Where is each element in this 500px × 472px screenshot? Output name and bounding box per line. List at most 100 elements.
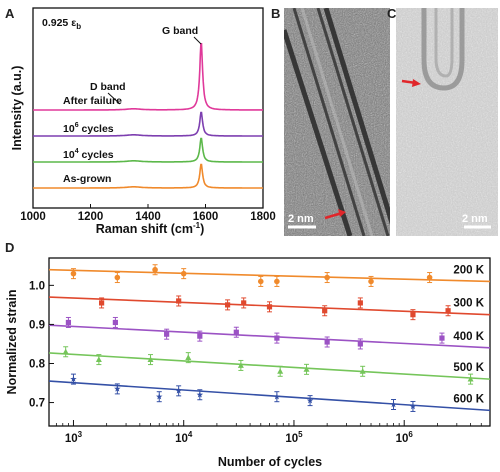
data-point <box>70 375 77 382</box>
data-point <box>224 302 231 308</box>
y-tick-label: 0.8 <box>29 358 46 370</box>
x-tick-label: 104 <box>175 430 193 445</box>
data-point <box>164 331 170 337</box>
g-band-label: G band <box>162 25 198 37</box>
panel-label-a: A <box>5 6 15 21</box>
spectrum-line-3 <box>33 163 263 189</box>
spectrum-label-1e4-exp: 4 <box>75 148 79 155</box>
spectrum-label-as-grown: As-grown <box>63 173 111 185</box>
data-point <box>467 375 474 382</box>
data-point <box>306 397 314 404</box>
panel-d-ticks: 0.7 0.8 0.9 1.0 103 104 105 106 <box>29 280 491 445</box>
temperature-label: 300 K <box>453 298 484 310</box>
panel-d-x-axis-label: Number of cycles <box>218 455 322 469</box>
panel-label-b: B <box>271 6 280 21</box>
panel-d-data <box>49 264 490 412</box>
panel-d-plot-frame <box>48 257 491 427</box>
strain-condition-subscript: b <box>76 22 81 31</box>
panel-a-x-axis-label-exp: -1 <box>193 221 201 230</box>
panel-a-x-tick-label: 1000 <box>20 211 46 223</box>
strain-condition-value: 0.925 <box>42 17 68 29</box>
data-point <box>359 368 366 374</box>
data-point <box>390 401 397 408</box>
data-point <box>176 298 182 304</box>
data-point <box>277 368 284 374</box>
data-point <box>156 393 163 400</box>
scale-label-c: 2 nm <box>462 213 488 225</box>
fit-line-200K <box>49 268 490 283</box>
g-band-arrow <box>193 36 202 45</box>
panel-a-x-tick-label: 1800 <box>250 211 276 223</box>
temperature-label: 400 K <box>453 331 484 343</box>
spectrum-label-1e6-cycles: 106 cycles <box>63 122 114 135</box>
panel-a-y-axis-label: Intensity (a.u.) <box>10 66 24 151</box>
data-point <box>62 348 69 355</box>
spectrum-label-1e4-base: 10 <box>63 149 75 161</box>
data-point <box>322 308 328 314</box>
spectrum-line-1 <box>33 111 263 137</box>
data-point <box>410 312 416 318</box>
data-point <box>357 341 363 347</box>
data-point <box>70 270 77 277</box>
spectrum-label-1e6-suffix: cycles <box>79 123 114 135</box>
data-point <box>233 329 239 335</box>
data-point <box>185 354 192 361</box>
defect-arrow-b-head <box>338 209 346 217</box>
data-point <box>241 300 247 306</box>
data-point <box>303 366 310 372</box>
panel-a-x-axis-label: Raman shift (cm-1) <box>96 221 205 236</box>
spectrum-label-1e4-suffix: cycles <box>79 149 114 161</box>
temperature-label: 500 K <box>453 362 484 374</box>
data-point <box>197 333 203 339</box>
data-point <box>257 278 264 285</box>
defect-arrow-c-head <box>412 79 421 87</box>
d-band-label: D band <box>90 81 126 93</box>
data-point <box>439 335 445 341</box>
spectrum-label-1e6-exp: 6 <box>75 122 79 129</box>
data-point <box>426 274 433 281</box>
panel-a-x-tick-label: 1200 <box>78 211 104 223</box>
nanotube-fracture-cap <box>421 8 465 91</box>
x-tick-label: 105 <box>285 430 303 445</box>
fit-line-500K <box>49 352 490 380</box>
data-point <box>114 274 121 281</box>
d-band-arrow <box>107 92 121 105</box>
data-point <box>152 266 158 273</box>
data-point <box>368 278 374 285</box>
data-point <box>266 304 273 310</box>
panel-a-x-tick-label: 1400 <box>135 211 161 223</box>
scale-label-b: 2 nm <box>288 213 314 225</box>
panel-a-x-axis-label-main: Raman shift (cm <box>96 222 193 236</box>
data-point <box>175 387 182 394</box>
panel-d-strain-plot: 0.7 0.8 0.9 1.0 103 104 105 106 200 K 300 K 400 K… <box>5 257 491 469</box>
panel-label-d: D <box>5 240 14 255</box>
panel-a-spectra: 0.925 εb G band D band After failure 106… <box>10 7 276 236</box>
x-tick-label: 106 <box>396 430 414 445</box>
data-point <box>180 270 187 277</box>
panel-d-y-axis-label: Normalized strain <box>5 290 19 395</box>
data-point <box>357 300 363 306</box>
strain-condition-symbol: ε <box>71 17 76 29</box>
tem-image-b: 2 nm <box>284 8 390 236</box>
data-point <box>99 300 105 306</box>
data-point <box>237 362 244 368</box>
panel-label-c: C <box>387 6 397 21</box>
data-point <box>409 403 417 410</box>
data-point <box>95 356 102 362</box>
spectrum-line-2 <box>33 137 263 163</box>
panel-a-x-tick-label: 1600 <box>193 211 219 223</box>
data-point <box>196 391 204 398</box>
spectrum-label-after-failure: After failure <box>63 95 122 107</box>
y-tick-label: 0.7 <box>29 398 45 410</box>
panel-a-x-ticks: 1000 1200 1400 1600 1800 <box>20 204 276 223</box>
data-point <box>112 319 118 326</box>
strain-condition-label: 0.925 εb <box>42 17 81 31</box>
defect-arrow-b <box>324 211 343 220</box>
temperature-labels: 200 K 300 K 400 K 500 K 600 K <box>453 264 484 405</box>
data-point <box>324 274 330 281</box>
fit-line-400K <box>49 324 490 349</box>
data-point <box>65 319 72 326</box>
nanotube-walls <box>284 8 390 236</box>
data-point <box>445 308 451 314</box>
